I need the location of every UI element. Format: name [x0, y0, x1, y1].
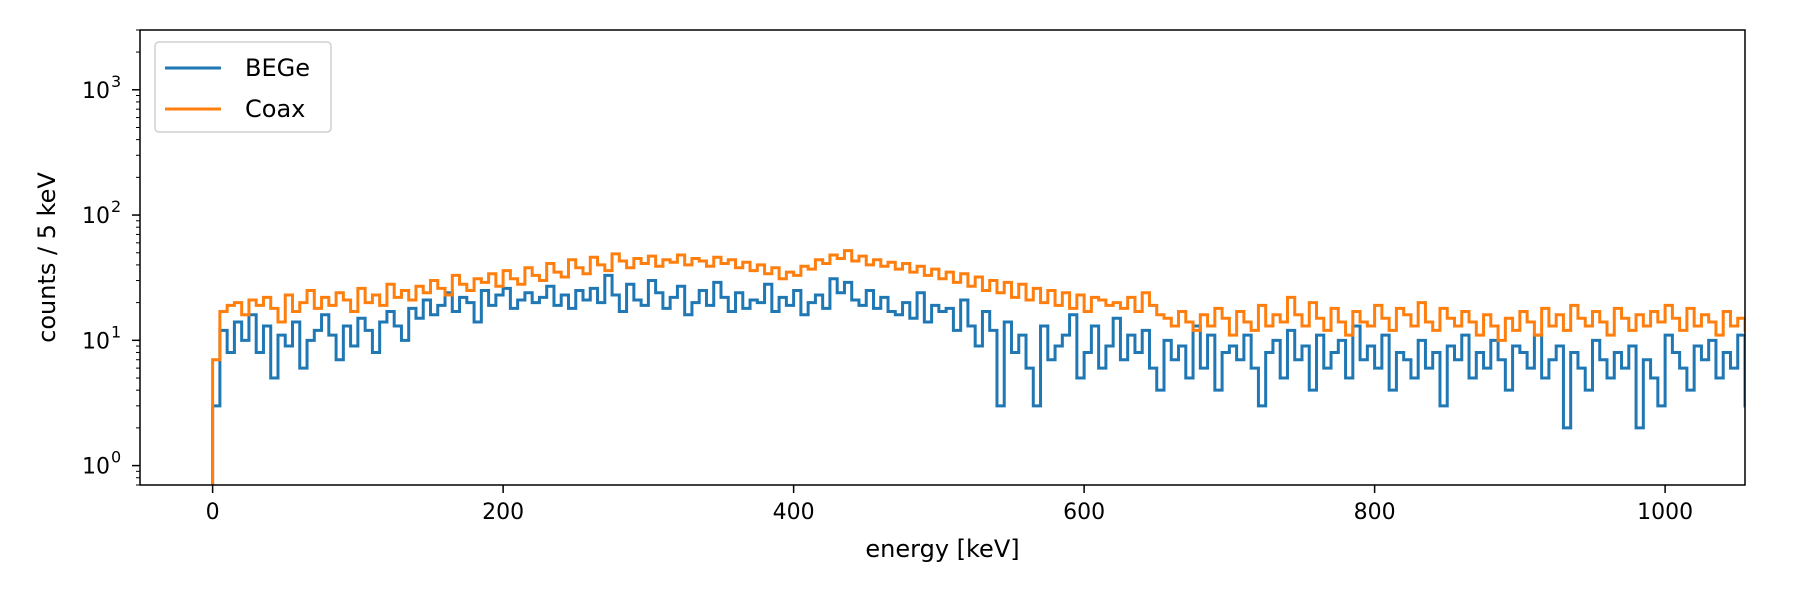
y-axis-label: counts / 5 keV: [33, 172, 61, 343]
x-tick-label: 600: [1063, 500, 1105, 525]
y-tick-label: 10: [82, 79, 110, 104]
x-tick-label: 1000: [1637, 500, 1693, 525]
x-axis-label: energy [keV]: [865, 535, 1019, 563]
series-bege-line: [211, 273, 1745, 485]
x-tick-label: 0: [206, 500, 220, 525]
y-tick-label-exponent: 1: [111, 322, 121, 341]
plot-area: [139, 29, 1746, 486]
y-tick-label: 10: [82, 329, 110, 354]
y-tick-label-exponent: 2: [111, 197, 121, 216]
series-coax-line: [211, 249, 1745, 485]
y-tick-label: 10: [82, 455, 110, 480]
legend-label-coax: Coax: [245, 95, 305, 123]
legend: BEGe Coax: [154, 41, 332, 133]
x-tick-label: 800: [1354, 500, 1396, 525]
x-axis: 0 200 400 600 800 1000: [206, 485, 1693, 525]
y-tick-label-exponent: 0: [111, 448, 121, 467]
x-tick-label: 200: [482, 500, 524, 525]
legend-label-bege: BEGe: [245, 54, 310, 82]
y-tick-label-exponent: 3: [111, 72, 121, 91]
plot-frame: [139, 29, 1746, 486]
x-tick-label: 400: [773, 500, 815, 525]
y-tick-label: 10: [82, 204, 110, 229]
